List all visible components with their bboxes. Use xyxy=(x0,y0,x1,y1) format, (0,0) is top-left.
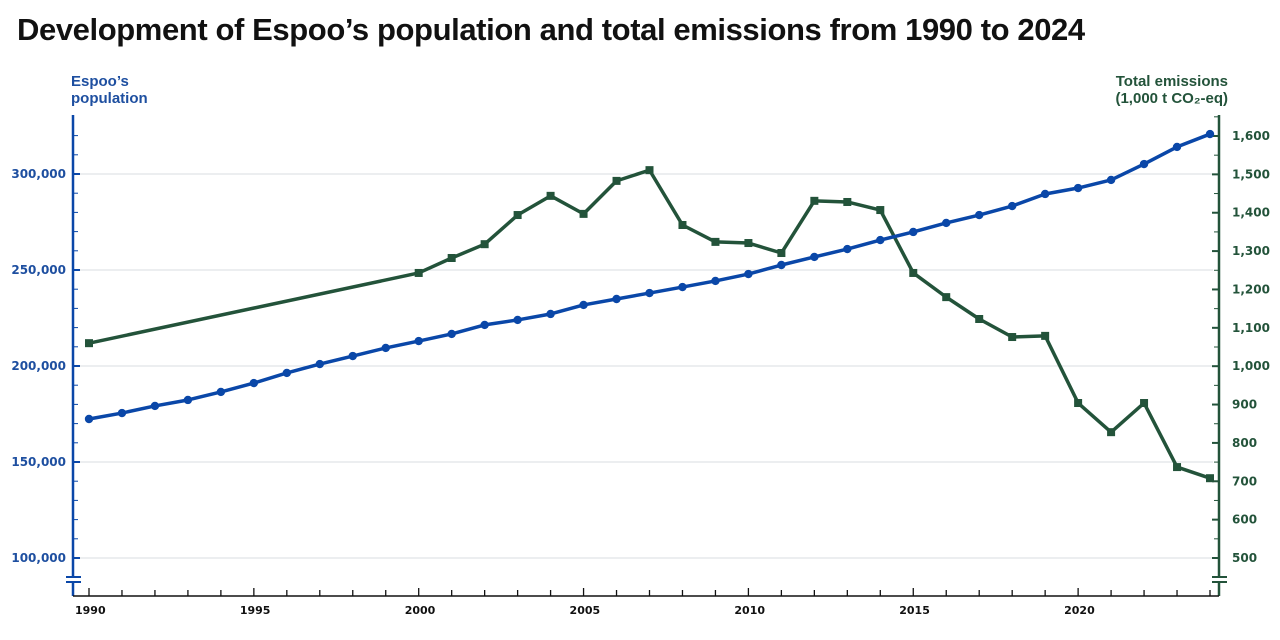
left-tick-label: 100,000 xyxy=(11,551,66,565)
emissions-point xyxy=(975,314,984,323)
x-tick-label: 2010 xyxy=(734,604,765,617)
right-tick-label: 1,300 xyxy=(1232,244,1270,258)
emissions-point xyxy=(480,240,489,249)
emissions-point xyxy=(678,221,687,230)
x-tick-label: 2020 xyxy=(1064,604,1095,617)
chart-title: Development of Espoo’s population and to… xyxy=(17,12,1085,47)
population-point xyxy=(513,315,522,325)
population-point xyxy=(678,282,687,292)
x-tick-label: 2000 xyxy=(405,604,436,617)
right-tick-label: 700 xyxy=(1232,474,1257,488)
population-point xyxy=(117,408,127,418)
emissions-point xyxy=(546,191,555,200)
right-tick-label: 1,200 xyxy=(1232,282,1270,296)
right-axis-title-line-2: (1,000 t CO₂-eq) xyxy=(1115,90,1228,107)
left-axis-title-line-1: Espoo’s xyxy=(71,73,129,90)
emissions-point xyxy=(909,268,918,277)
emissions-point xyxy=(513,211,522,220)
right-tick-label: 600 xyxy=(1232,513,1257,527)
right-tick-label: 1,500 xyxy=(1232,167,1270,181)
left-tick-label: 150,000 xyxy=(11,455,66,469)
population-point xyxy=(843,244,852,254)
population-point xyxy=(942,218,951,228)
right-tick-label: 500 xyxy=(1232,551,1257,565)
population-point xyxy=(1040,189,1050,199)
emissions-line xyxy=(88,168,1211,480)
right-tick-label: 1,600 xyxy=(1232,129,1270,143)
emissions-point xyxy=(942,293,951,302)
population-point xyxy=(414,336,423,346)
x-tick-label: 1990 xyxy=(75,604,106,617)
left-axis-title: Espoo’s population xyxy=(71,73,148,107)
gridlines xyxy=(73,173,1213,559)
population-point xyxy=(183,395,193,405)
population-point xyxy=(909,227,918,237)
right-axis-title: Total emissions (1,000 t CO₂-eq) xyxy=(1115,73,1228,107)
population-point xyxy=(348,351,357,361)
population-point xyxy=(645,288,654,298)
x-tick-label: 1995 xyxy=(240,604,271,617)
population-point xyxy=(546,309,555,319)
emissions-point xyxy=(843,197,852,206)
emissions-point xyxy=(1074,399,1083,408)
population-point xyxy=(480,320,489,330)
emissions-point xyxy=(744,239,753,248)
population-point xyxy=(612,294,621,304)
population-point xyxy=(249,378,259,388)
emissions-point xyxy=(1008,333,1017,342)
emissions-point xyxy=(579,209,588,218)
left-axis-title-line-2: population xyxy=(71,90,148,107)
emissions-point xyxy=(810,196,819,205)
x-tick-label: 2005 xyxy=(570,604,601,617)
right-tick-label: 900 xyxy=(1232,398,1257,412)
population-point xyxy=(1172,142,1182,152)
axes: 100,000 150,000 200,000 250,000 300,000 500 60… xyxy=(11,115,1270,617)
population-point xyxy=(282,368,292,378)
population-point xyxy=(84,414,94,424)
emissions-point xyxy=(1107,428,1116,437)
population-point xyxy=(777,260,786,270)
population-point xyxy=(1073,183,1083,193)
population-point xyxy=(381,343,390,353)
emissions-point xyxy=(447,253,456,262)
emissions-point xyxy=(711,237,720,246)
right-tick-label: 1,400 xyxy=(1232,206,1270,220)
right-tick-label: 800 xyxy=(1232,436,1257,450)
emissions-point xyxy=(1206,474,1214,483)
right-tick-label: 1,000 xyxy=(1232,359,1270,373)
population-point xyxy=(315,359,324,369)
emissions-point xyxy=(876,206,885,215)
population-point xyxy=(579,300,588,310)
population-point xyxy=(1007,201,1017,211)
population-point xyxy=(150,401,160,411)
emissions-point xyxy=(85,339,93,348)
left-tick-label: 300,000 xyxy=(11,167,66,181)
population-point xyxy=(1205,129,1215,139)
series-layer xyxy=(84,129,1215,483)
emissions-point xyxy=(1173,463,1182,472)
population-point xyxy=(876,235,885,245)
emissions-point xyxy=(612,176,621,185)
right-axis-title-line-1: Total emissions xyxy=(1115,73,1228,90)
emissions-point xyxy=(777,249,786,258)
population-point xyxy=(975,210,984,220)
emissions-point xyxy=(414,268,423,277)
emissions-point xyxy=(1041,331,1050,340)
emissions-point xyxy=(645,166,654,175)
x-tick-label: 2015 xyxy=(899,604,930,617)
population-point xyxy=(711,276,720,286)
population-point xyxy=(744,269,753,279)
population-line xyxy=(88,132,1211,421)
population-point xyxy=(1139,159,1149,169)
emissions-point xyxy=(1140,399,1149,408)
right-tick-label: 1,100 xyxy=(1232,321,1270,335)
population-point xyxy=(1106,175,1116,185)
left-tick-label: 250,000 xyxy=(11,263,66,277)
population-point xyxy=(216,387,226,397)
left-tick-label: 200,000 xyxy=(11,359,66,373)
population-point xyxy=(810,252,819,262)
population-point xyxy=(447,329,456,339)
